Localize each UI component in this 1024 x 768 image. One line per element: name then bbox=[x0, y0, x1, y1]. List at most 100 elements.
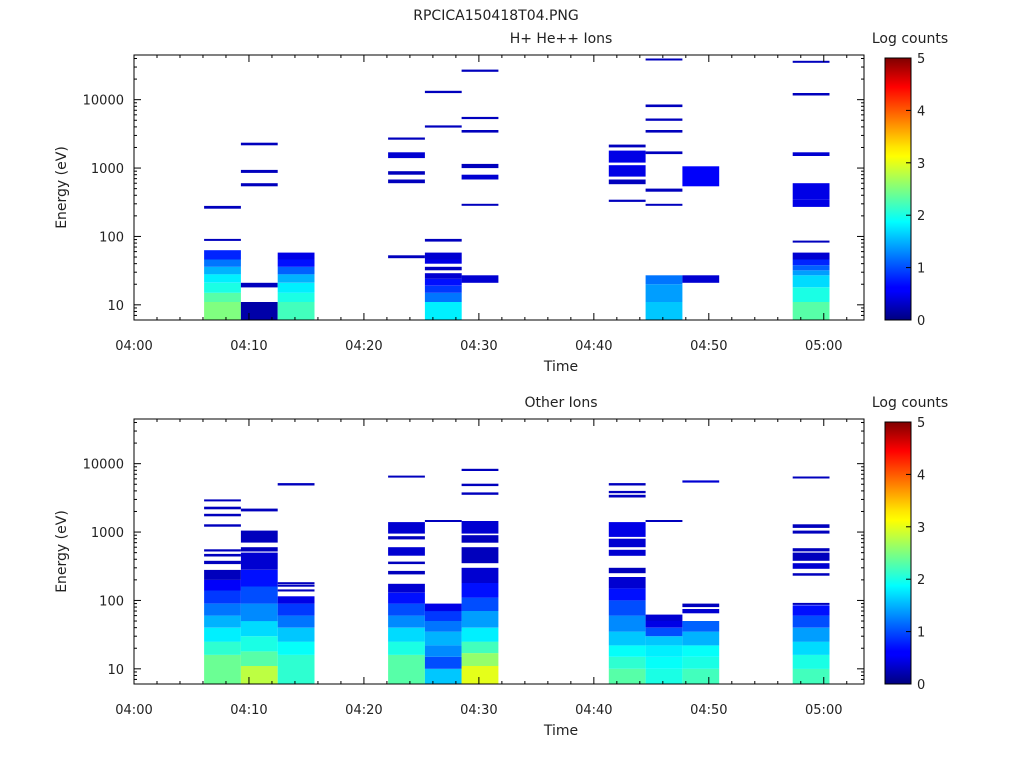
y-tick-label: 100 bbox=[99, 230, 124, 245]
data-cell bbox=[461, 583, 499, 598]
data-cell bbox=[204, 641, 241, 655]
colorbar-tick-label: 2 bbox=[917, 573, 925, 588]
data-cell bbox=[424, 90, 462, 94]
data-cell bbox=[792, 524, 830, 528]
data-cell bbox=[792, 60, 830, 63]
data-cell bbox=[682, 275, 720, 283]
colorbar-tick-label: 0 bbox=[917, 314, 925, 329]
data-cell bbox=[204, 627, 241, 642]
data-cell bbox=[204, 282, 241, 293]
data-cell bbox=[461, 597, 499, 611]
data-cell bbox=[645, 668, 683, 684]
data-cell bbox=[461, 130, 499, 133]
colorbar-tick-label: 4 bbox=[917, 468, 925, 483]
data-cell bbox=[388, 475, 425, 478]
data-cell bbox=[240, 302, 278, 320]
x-tick-label: 04:40 bbox=[575, 703, 612, 718]
data-cell bbox=[792, 668, 830, 684]
data-cell bbox=[645, 636, 683, 646]
data-cell bbox=[792, 152, 830, 156]
data-cell bbox=[461, 116, 499, 120]
x-tick-label: 05:00 bbox=[805, 703, 842, 718]
x-tick-label: 04:50 bbox=[690, 339, 727, 354]
data-cell bbox=[240, 569, 278, 587]
data-cell bbox=[204, 524, 241, 527]
panel-other-ions: 04:00 04:10 04:20 04:30 04:40 04:50 05:0010100… bbox=[54, 395, 948, 739]
data-cell bbox=[388, 171, 425, 175]
data-cell bbox=[204, 603, 241, 616]
data-cell bbox=[792, 259, 830, 266]
data-cell bbox=[645, 104, 683, 108]
plot-frame bbox=[133, 54, 865, 321]
panel-title: Other Ions bbox=[524, 395, 597, 411]
data-cell bbox=[645, 614, 683, 621]
colorbar-tick-label: 4 bbox=[917, 104, 925, 119]
data-cell bbox=[277, 627, 315, 642]
data-cell bbox=[204, 302, 241, 320]
data-cell bbox=[388, 583, 425, 593]
data-cell bbox=[608, 631, 646, 646]
data-cell bbox=[240, 552, 278, 570]
data-cell bbox=[645, 130, 683, 133]
data-cell bbox=[388, 641, 425, 655]
data-cell bbox=[388, 522, 425, 534]
colorbar-tick-label: 5 bbox=[917, 52, 925, 67]
data-cell bbox=[461, 492, 499, 495]
data-cell bbox=[424, 645, 462, 657]
data-cell bbox=[424, 252, 462, 260]
data-cell bbox=[277, 302, 315, 320]
x-axis-label: Time bbox=[543, 723, 578, 739]
data-cell bbox=[682, 656, 720, 669]
data-cell bbox=[792, 476, 830, 479]
data-cell bbox=[461, 653, 499, 666]
data-cell bbox=[461, 203, 499, 206]
data-cell bbox=[424, 278, 462, 286]
data-cell bbox=[240, 636, 278, 652]
data-cell bbox=[792, 573, 830, 576]
data-cell bbox=[792, 654, 830, 669]
data-cell bbox=[608, 150, 646, 163]
data-cell bbox=[608, 577, 646, 589]
x-tick-label: 04:30 bbox=[460, 703, 497, 718]
x-tick-label: 04:40 bbox=[575, 339, 612, 354]
data-cell bbox=[424, 285, 462, 293]
panel-title: H+ He++ Ions bbox=[510, 31, 613, 47]
data-cell bbox=[277, 589, 315, 592]
y-tick-label: 10000 bbox=[83, 458, 124, 473]
y-tick-label: 10 bbox=[107, 663, 124, 678]
colorbar-tick-label: 3 bbox=[917, 157, 925, 172]
data-cell bbox=[204, 266, 241, 275]
data-cell bbox=[277, 259, 315, 267]
data-cell bbox=[388, 547, 425, 556]
data-cell bbox=[204, 499, 241, 502]
data-cell bbox=[608, 199, 646, 202]
y-tick-label: 10000 bbox=[83, 94, 124, 109]
data-cell bbox=[792, 183, 830, 200]
x-tick-label: 04:00 bbox=[115, 703, 152, 718]
data-cell bbox=[792, 530, 830, 534]
colorbar-label: Log counts bbox=[872, 395, 948, 411]
data-cell bbox=[277, 292, 315, 302]
data-cell bbox=[204, 569, 241, 580]
data-cell bbox=[277, 584, 315, 587]
data-cell bbox=[645, 188, 683, 192]
data-cell bbox=[608, 538, 646, 548]
data-cell bbox=[388, 179, 425, 184]
data-cell bbox=[461, 483, 499, 487]
colorbar-label: Log counts bbox=[872, 31, 948, 47]
data-cell bbox=[204, 274, 241, 283]
data-cell bbox=[204, 579, 241, 591]
data-cell bbox=[204, 513, 241, 517]
data-cell bbox=[682, 621, 720, 632]
data-cell bbox=[645, 520, 683, 522]
data-cell bbox=[388, 570, 425, 575]
data-cell bbox=[388, 536, 425, 540]
data-cell bbox=[645, 275, 683, 285]
data-cell bbox=[608, 567, 646, 574]
data-cell bbox=[682, 668, 720, 684]
data-cell bbox=[204, 250, 241, 260]
data-cell bbox=[461, 174, 499, 180]
data-cell bbox=[204, 205, 241, 209]
data-cell bbox=[240, 142, 278, 146]
x-tick-label: 04:10 bbox=[230, 339, 267, 354]
